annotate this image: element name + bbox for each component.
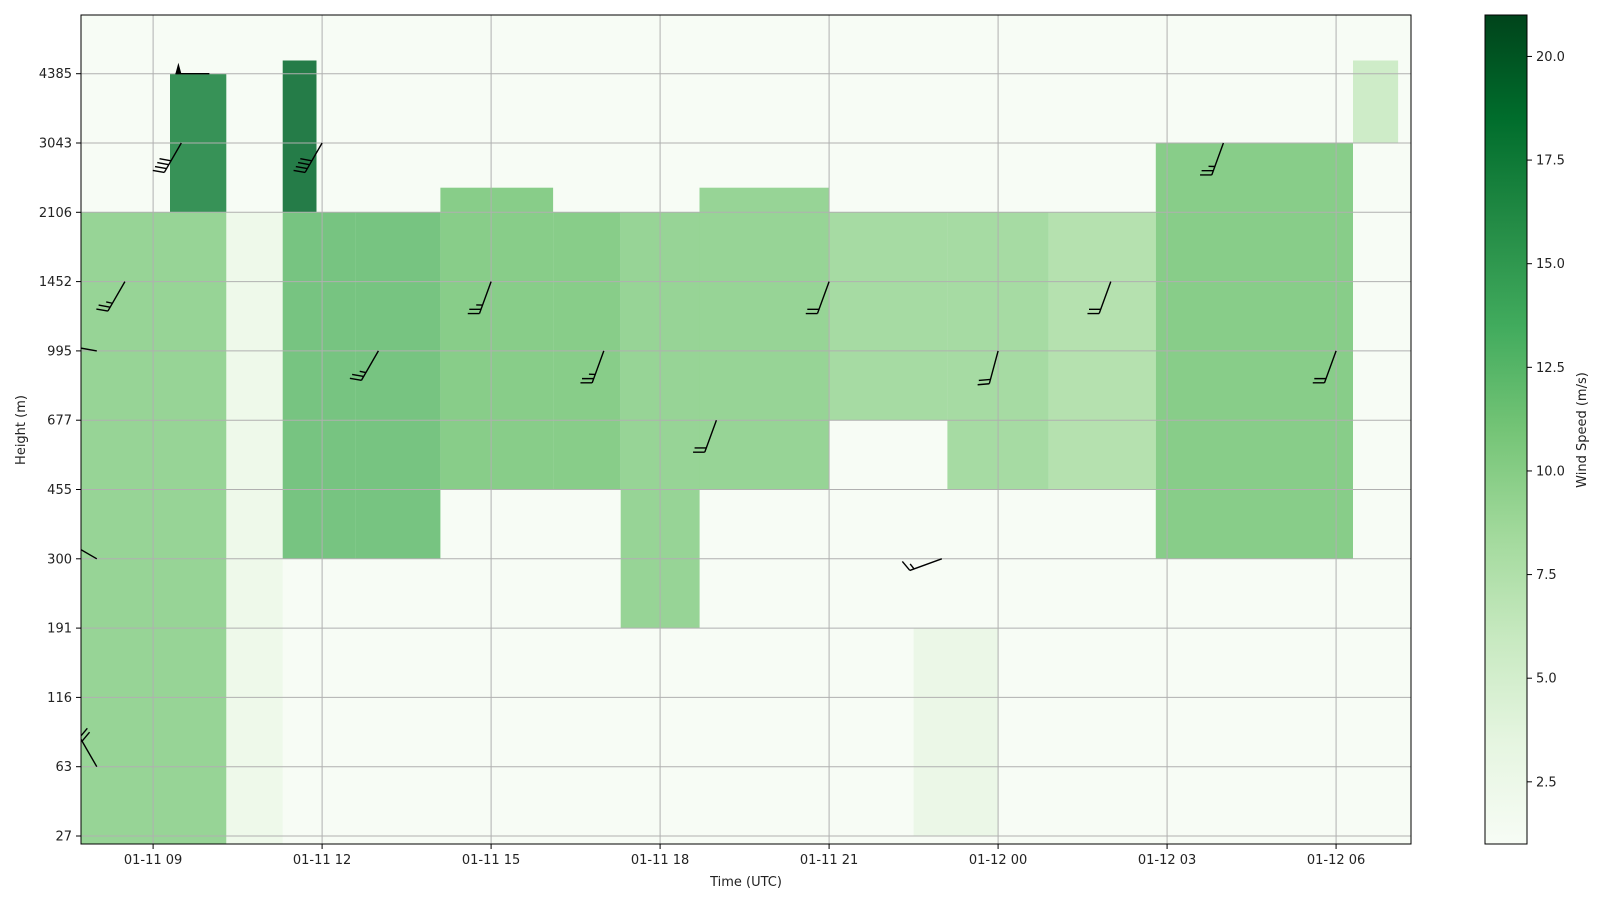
wind-barb [81, 344, 97, 352]
colorbar-ticks: 2.5 5.0 7.5 10.0 12.5 15.0 17.5 20.0 [1527, 50, 1565, 790]
colorbar [1484, 14, 1528, 845]
speed-cell [355, 212, 441, 559]
y-tick-label: 2106 [39, 206, 72, 221]
x-tick-label: 01-12 06 [1307, 853, 1365, 868]
x-tick-label: 01-11 09 [124, 853, 182, 868]
wind-barbs [81, 62, 1337, 768]
speed-cell [829, 212, 948, 421]
x-axis-ticks: 01-11 09 01-11 12 01-11 15 01-11 18 01-11 21… [124, 844, 1365, 868]
speed-cell [81, 212, 227, 844]
speed-cell [282, 60, 317, 213]
x-axis-label: Time (UTC) [709, 875, 782, 890]
colorbar-tick-label: 12.5 [1536, 361, 1565, 376]
speed-cell [913, 628, 999, 836]
wind-barb [349, 350, 380, 382]
wind-barb [1312, 350, 1337, 384]
colorbar-tick-label: 17.5 [1536, 154, 1565, 169]
wind-barb [96, 281, 126, 312]
wind-barb [1087, 281, 1112, 315]
wind-barb [293, 142, 323, 174]
wind-barb [467, 281, 492, 315]
wind-barb [152, 142, 182, 174]
y-tick-label: 677 [47, 414, 72, 429]
x-tick-label: 01-11 18 [631, 853, 689, 868]
speed-cell [1353, 60, 1399, 143]
wind-barb [977, 350, 999, 386]
colorbar-tick-label: 10.0 [1536, 464, 1565, 479]
wind-barb [580, 350, 605, 384]
wind-barb [175, 62, 210, 75]
y-tick-label: 191 [47, 622, 72, 637]
colorbar-tick-label: 7.5 [1536, 568, 1557, 583]
y-tick-label: 455 [47, 483, 72, 498]
y-tick-label: 4385 [39, 67, 72, 82]
colorbar-tick-label: 2.5 [1536, 775, 1557, 790]
wind-barb [693, 419, 718, 453]
y-axis-ticks: 27 63 116 191 300 455 677 995 1452 2106 3043 4385 [39, 67, 81, 845]
wind-barb [81, 541, 98, 560]
y-tick-label: 300 [47, 552, 72, 567]
x-tick-label: 01-12 00 [969, 853, 1027, 868]
y-axis-label: Height (m) [14, 395, 29, 465]
speed-cell [282, 212, 356, 559]
colorbar-label: Wind Speed (m/s) [1575, 372, 1590, 488]
x-tick-label: 01-11 21 [800, 853, 858, 868]
x-tick-label: 01-12 03 [1138, 853, 1196, 868]
colorbar-tick-label: 5.0 [1536, 672, 1557, 687]
speed-cell [226, 212, 283, 844]
x-tick-label: 01-11 12 [293, 853, 351, 868]
y-tick-label: 995 [47, 344, 72, 359]
wind-barb [1200, 142, 1225, 176]
wind-barb [901, 558, 943, 572]
colorbar-tick-label: 15.0 [1536, 257, 1565, 272]
plot-frame [80, 14, 1412, 845]
speed-cell [440, 187, 554, 490]
colorbar-tick-label: 20.0 [1536, 50, 1565, 65]
speed-cell [699, 187, 830, 490]
y-tick-label: 1452 [39, 275, 72, 290]
wind-barb [805, 281, 830, 315]
grid-lines [81, 15, 1411, 844]
y-tick-label: 116 [47, 691, 72, 706]
x-tick-label: 01-11 15 [462, 853, 520, 868]
y-tick-label: 27 [55, 830, 72, 845]
y-tick-label: 3043 [39, 137, 72, 152]
y-tick-label: 63 [55, 760, 72, 775]
